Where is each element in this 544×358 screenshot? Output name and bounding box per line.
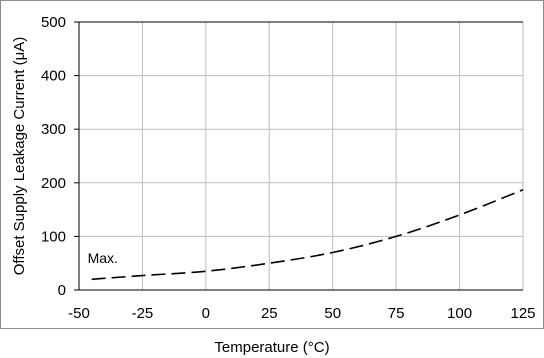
y-tick-label-5: 500 [41,14,66,31]
series-line-0 [91,189,524,281]
x-tick-label-3: 25 [261,305,278,322]
series-layer [91,189,524,281]
x-tick-labels: -50 -25 0 25 50 75 100 125 [68,305,535,322]
x-axis-title: Temperature (°C) [214,339,329,356]
x-tick-label-7: 125 [510,305,535,322]
grid [79,21,524,290]
y-tick-label-1: 100 [41,228,66,245]
chart-frame [0,0,544,329]
y-axis-title: Offset Supply Leakage Current (μA) [11,37,28,275]
x-tick-label-5: 75 [388,305,405,322]
x-tick-label-6: 100 [447,305,472,322]
x-tick-label-0: -50 [68,305,90,322]
x-tick-label-1: -25 [132,305,154,322]
annotations: Max. [88,250,118,266]
y-tick-label-0: 0 [58,282,66,299]
y-tick-label-4: 400 [41,68,66,85]
y-tick-label-3: 300 [41,121,66,138]
y-tick-label-2: 200 [41,175,66,192]
x-tick-label-4: 50 [324,305,341,322]
annotation-0: Max. [88,250,118,266]
y-tick-labels: 0 100 200 300 400 500 [41,14,79,299]
x-tick-label-2: 0 [202,305,210,322]
